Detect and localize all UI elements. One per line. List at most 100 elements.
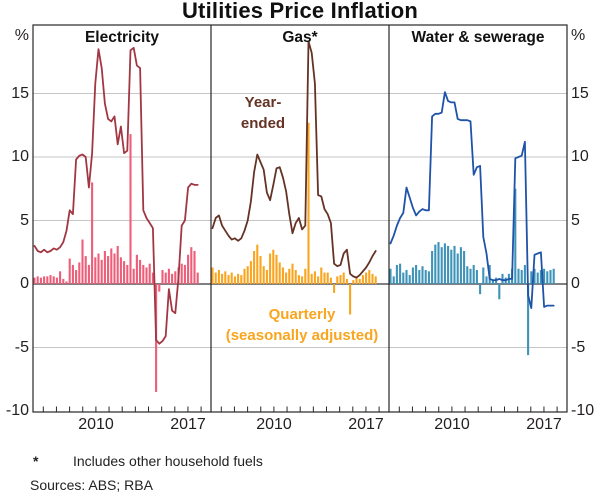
chart-title: Utilities Price Inflation [181,0,419,23]
quarterly-bar [415,264,418,284]
quarterly-bar [307,122,310,285]
quarterly-bar [520,270,523,284]
y-axis-label: -10 [571,402,595,419]
y-axis-label: 5 [20,212,29,229]
quarterly-bar [466,266,469,284]
quarterly-bar [269,253,272,284]
legend-quarterly: Quarterly (seasonally adjusted) [207,304,397,346]
quarterly-bar [358,278,361,284]
quarterly-bar [65,281,68,284]
quarterly-bar [171,273,174,284]
quarterly-bar [33,277,36,284]
quarterly-bar [68,258,71,284]
quarterly-bar [142,264,145,284]
quarterly-bar [418,270,421,284]
y-axis-label: 0 [20,275,29,292]
quarterly-bar [427,271,430,284]
y-axis-label: 10 [11,148,29,165]
quarterly-bar [437,242,440,284]
quarterly-bar [313,271,316,284]
panel-title-gas: Gas* [282,29,318,46]
sources-text: Sources: ABS; RBA [30,477,153,493]
quarterly-bar [49,275,52,284]
quarterly-bar [434,244,437,284]
quarterly-bar [365,272,368,284]
quarterly-bar [221,273,224,284]
quarterly-bar [459,247,462,284]
quarterly-bar [389,268,392,284]
quarterly-bar [514,188,517,284]
quarterly-bar [485,276,488,284]
panel-title-electricity: Electricity [84,29,160,46]
quarterly-bar [126,264,129,284]
quarterly-bar [123,261,126,284]
quarterly-bar [230,272,233,284]
quarterly-bar [368,270,371,284]
y-axis-label: 15 [571,85,589,102]
year-ended-line [389,91,555,310]
quarterly-bar [421,266,424,284]
quarterly-bar [345,278,348,284]
legend-quarterly-line1: Quarterly [268,306,336,323]
quarterly-bar [119,257,122,284]
quarterly-bar [196,272,199,284]
quarterly-bar [329,277,332,284]
quarterly-bar [539,270,542,284]
quarterly-bar [135,254,138,284]
quarterly-bar [456,253,459,284]
quarterly-bar [463,250,466,284]
quarterly-bar [431,250,434,284]
quarterly-bar [190,247,193,284]
quarterly-bar [75,270,78,284]
quarterly-bar [288,268,291,284]
quarterly-bar [55,277,58,284]
quarterly-bar [52,276,55,284]
legend-year-ended: Year- ended [203,92,323,134]
quarterly-bar [408,275,411,284]
quarterly-bar [482,267,485,284]
y-axis-label: 0 [571,275,580,292]
quarterly-bar [411,267,414,284]
quarterly-bar [187,254,190,284]
quarterly-bar [552,268,555,284]
quarterly-bar [103,250,106,284]
quarterly-bar [546,271,549,284]
quarterly-bar [304,268,307,284]
quarterly-bar [211,267,214,284]
quarterly-bar [517,268,520,284]
quarterly-bar [158,284,161,292]
quarterly-bar [543,268,546,284]
quarterly-bar [139,259,142,284]
quarterly-bar [374,276,377,284]
footnote-text: Includes other household fuels [73,453,263,469]
y-axis-label: -5 [14,339,29,356]
quarterly-bar [78,262,81,284]
quarterly-bar [450,249,453,284]
x-axis-label: 2010 [256,416,292,433]
quarterly-bar [265,270,268,284]
quarterly-bar [399,263,402,284]
y-axis-unit-right: % [571,27,586,44]
legend-quarterly-line2: (seasonally adjusted) [225,327,379,344]
quarterly-bar [94,257,97,284]
panel-title-water-sewerage: Water & sewerage [411,29,545,46]
quarterly-bar [355,276,358,284]
quarterly-bar [59,271,62,284]
x-axis-label: 2017 [348,416,384,433]
quarterly-bar [278,262,281,284]
y-axis-label: -10 [5,402,29,419]
quarterly-bar [167,268,170,284]
y-axis-label: -5 [571,339,586,356]
quarterly-bar [217,270,220,284]
quarterly-bar [237,273,240,284]
legend-year-ended-line1: Year- [244,94,282,111]
quarterly-bar [214,272,217,284]
quarterly-bar [424,270,427,284]
quarterly-bar [43,276,46,284]
quarterly-bar [227,275,230,284]
quarterly-bar [469,268,472,284]
quarterly-bar [349,284,352,315]
quarterly-bar [405,270,408,284]
quarterly-bar [246,266,249,284]
quarterly-bar [84,256,87,284]
